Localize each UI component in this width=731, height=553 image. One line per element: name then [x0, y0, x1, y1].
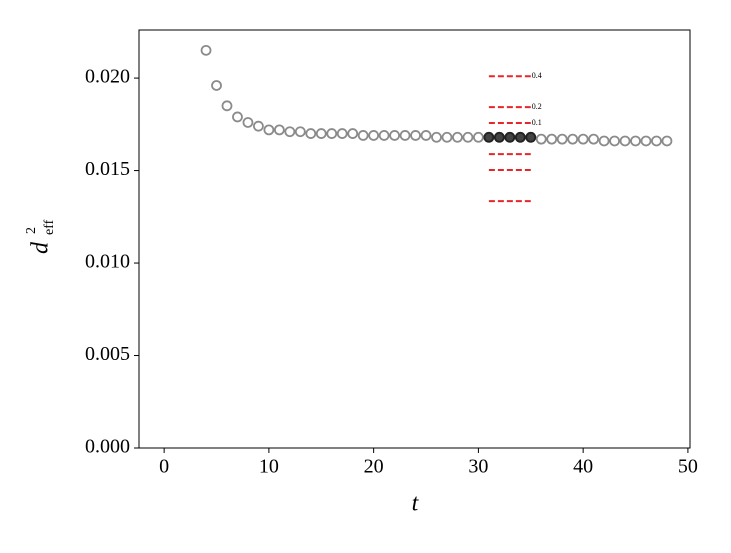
data-point — [504, 131, 516, 143]
x-tick-label: 40 — [573, 456, 593, 478]
reference-label: 0.2 — [532, 102, 542, 111]
data-point — [577, 133, 589, 145]
x-tick-label: 30 — [468, 456, 488, 478]
y-axis-label: d 2 eff — [24, 219, 57, 254]
data-point — [619, 135, 631, 147]
x-tick-label: 50 — [678, 456, 698, 478]
data-point — [221, 100, 233, 112]
data-point — [347, 128, 359, 139]
data-point — [462, 131, 474, 143]
y-label-sub: eff — [42, 219, 57, 235]
data-point — [200, 44, 212, 56]
data-point — [472, 131, 484, 143]
data-point — [410, 130, 421, 141]
y-label-sup: 2 — [24, 227, 39, 234]
reference-label: 0.4 — [532, 71, 542, 80]
data-point — [609, 135, 620, 147]
data-point — [420, 130, 432, 141]
data-point — [389, 130, 400, 141]
y-tick-label: 0.005 — [85, 343, 130, 365]
data-point — [567, 133, 579, 145]
data-point — [326, 128, 338, 139]
data-point — [336, 128, 348, 139]
plot-frame — [138, 29, 691, 449]
data-point — [232, 111, 243, 123]
data-point — [640, 135, 652, 147]
data-point — [357, 130, 369, 141]
data-point — [315, 128, 327, 139]
data-point — [211, 80, 222, 91]
y-label-base: d — [28, 241, 54, 254]
data-point — [514, 131, 526, 143]
data-point — [588, 133, 600, 145]
data-point — [273, 124, 285, 136]
data-point — [431, 131, 442, 143]
x-tick-label: 0 — [159, 456, 169, 478]
data-point — [483, 131, 495, 143]
data-point — [284, 126, 296, 138]
data-point — [253, 120, 264, 132]
data-point — [378, 130, 390, 141]
x-axis-label: t — [412, 491, 420, 517]
data-point — [493, 131, 505, 143]
x-tick-label: 20 — [364, 456, 384, 478]
data-point — [546, 133, 558, 145]
data-point — [535, 133, 547, 145]
data-point — [263, 124, 275, 136]
y-tick-label: 0.010 — [85, 251, 130, 273]
data-point — [368, 130, 380, 141]
data-point — [598, 135, 610, 147]
y-tick-label: 0.020 — [85, 66, 130, 88]
data-point — [441, 131, 453, 143]
reference-label: 0.1 — [532, 118, 542, 127]
data-point — [661, 135, 673, 147]
y-tick-label: 0.000 — [85, 436, 130, 458]
data-point — [242, 117, 254, 128]
data-point — [294, 126, 306, 138]
data-point — [399, 130, 411, 141]
data-point — [452, 131, 463, 143]
data-point — [556, 133, 568, 145]
data-point — [305, 128, 317, 139]
data-point — [630, 135, 641, 147]
data-point — [525, 131, 537, 143]
data-point — [651, 135, 662, 147]
y-tick-label: 0.015 — [85, 158, 130, 180]
x-tick-label: 10 — [259, 456, 279, 478]
